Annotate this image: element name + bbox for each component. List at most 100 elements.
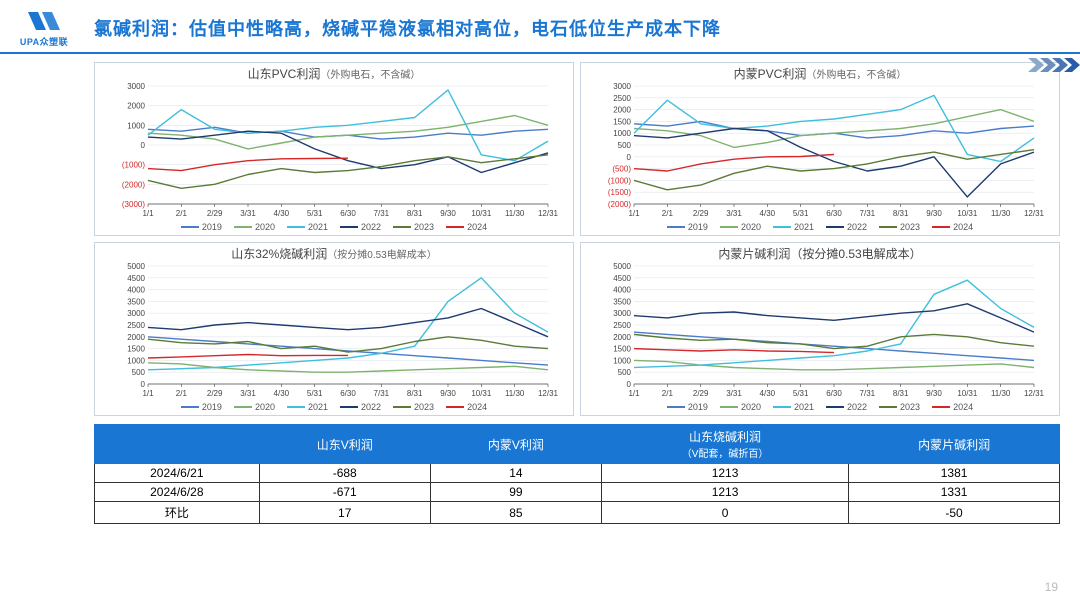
legend-label: 2019 [202, 402, 222, 412]
chart-canvas: 0500100015002000250030003500400045005000… [587, 262, 1053, 400]
legend-item: 2023 [879, 222, 920, 232]
svg-text:2/1: 2/1 [176, 209, 188, 218]
chart-title: 山东32%烧碱利润（按分摊0.53电解成本） [101, 245, 567, 262]
table-header-cell: 内蒙片碱利润 [849, 425, 1060, 464]
legend-item: 2021 [287, 402, 328, 412]
svg-text:2/29: 2/29 [693, 389, 709, 398]
svg-text:1/1: 1/1 [142, 209, 154, 218]
svg-text:12/31: 12/31 [538, 209, 559, 218]
legend-item: 2020 [720, 402, 761, 412]
svg-text:0: 0 [627, 380, 632, 389]
svg-text:500: 500 [618, 368, 632, 377]
svg-text:5000: 5000 [127, 262, 145, 271]
svg-text:1/1: 1/1 [628, 389, 640, 398]
legend-label: 2020 [741, 222, 761, 232]
svg-text:500: 500 [132, 368, 146, 377]
legend-item: 2024 [446, 222, 487, 232]
legend-swatch [720, 406, 738, 408]
legend-swatch [340, 226, 358, 228]
svg-text:(500): (500) [612, 165, 631, 174]
svg-text:2000: 2000 [127, 102, 145, 111]
chart-panel-neimeng-caustic: 内蒙片碱利润（按分摊0.53电解成本） 05001000150020002500… [580, 242, 1060, 416]
svg-text:6/30: 6/30 [340, 209, 356, 218]
svg-text:8/31: 8/31 [407, 209, 423, 218]
chart-title: 内蒙PVC利润（外购电石，不含碱） [587, 65, 1053, 82]
legend-label: 2023 [900, 222, 920, 232]
svg-text:2/29: 2/29 [207, 389, 223, 398]
svg-text:1500: 1500 [127, 345, 145, 354]
table-cell: 14 [430, 464, 601, 483]
legend-swatch [879, 406, 897, 408]
chart-canvas: (3000)(2000)(1000)01000200030001/12/12/2… [101, 82, 567, 220]
svg-text:(1000): (1000) [608, 176, 631, 185]
legend-item: 2021 [287, 222, 328, 232]
legend-item: 2020 [234, 222, 275, 232]
legend-swatch [826, 226, 844, 228]
legend-swatch [826, 406, 844, 408]
svg-text:0: 0 [141, 380, 146, 389]
legend-swatch [393, 226, 411, 228]
svg-text:4000: 4000 [613, 286, 631, 295]
svg-text:10/31: 10/31 [957, 209, 978, 218]
table-header-cell [95, 425, 260, 464]
chart-legend: 2019 2020 2021 2022 2023 2024 [101, 400, 567, 413]
svg-text:10/31: 10/31 [471, 389, 492, 398]
svg-text:12/31: 12/31 [538, 389, 559, 398]
chart-panel-neimeng-pvc: 内蒙PVC利润（外购电石，不含碱） (2000)(1500)(1000)(500… [580, 62, 1060, 236]
svg-text:11/30: 11/30 [505, 389, 525, 398]
svg-text:2/1: 2/1 [662, 209, 674, 218]
legend-item: 2022 [340, 222, 381, 232]
legend-label: 2024 [467, 402, 487, 412]
legend-label: 2022 [361, 402, 381, 412]
legend-item: 2023 [393, 402, 434, 412]
svg-text:3000: 3000 [613, 309, 631, 318]
legend-swatch [720, 226, 738, 228]
legend-label: 2024 [953, 402, 973, 412]
svg-text:2/29: 2/29 [207, 209, 223, 218]
svg-text:4500: 4500 [127, 274, 145, 283]
legend-label: 2023 [414, 222, 434, 232]
legend-label: 2024 [953, 222, 973, 232]
legend-label: 2020 [741, 402, 761, 412]
legend-item: 2022 [826, 402, 867, 412]
table-row-label: 环比 [95, 502, 260, 524]
svg-text:1000: 1000 [127, 121, 145, 130]
legend-item: 2023 [393, 222, 434, 232]
legend-label: 2022 [847, 222, 867, 232]
svg-text:1000: 1000 [127, 356, 145, 365]
legend-swatch [932, 406, 950, 408]
page-number: 19 [1045, 580, 1058, 594]
svg-text:3/31: 3/31 [726, 209, 742, 218]
svg-text:3/31: 3/31 [240, 209, 256, 218]
svg-text:1/1: 1/1 [142, 389, 154, 398]
svg-text:(3000): (3000) [122, 200, 145, 209]
charts-grid: 山东PVC利润（外购电石，不含碱） (3000)(2000)(1000)0100… [0, 54, 1080, 420]
legend-label: 2019 [202, 222, 222, 232]
logo-text: UPA众塑联 [20, 35, 68, 48]
legend-swatch [393, 406, 411, 408]
svg-text:9/30: 9/30 [440, 389, 456, 398]
svg-text:3500: 3500 [613, 297, 631, 306]
svg-text:3/31: 3/31 [726, 389, 742, 398]
svg-text:(2000): (2000) [122, 180, 145, 189]
chevron-right-icon [1064, 58, 1080, 72]
legend-item: 2021 [773, 222, 814, 232]
svg-text:11/30: 11/30 [991, 389, 1011, 398]
legend-swatch [234, 406, 252, 408]
legend-label: 2020 [255, 402, 275, 412]
svg-text:1500: 1500 [613, 117, 631, 126]
svg-text:5/31: 5/31 [793, 209, 809, 218]
svg-text:7/31: 7/31 [374, 209, 390, 218]
svg-text:2/29: 2/29 [693, 209, 709, 218]
svg-text:12/31: 12/31 [1024, 209, 1045, 218]
legend-item: 2024 [932, 222, 973, 232]
svg-text:8/31: 8/31 [893, 389, 909, 398]
svg-text:2000: 2000 [127, 333, 145, 342]
svg-text:4/30: 4/30 [760, 389, 776, 398]
svg-text:(1500): (1500) [608, 188, 631, 197]
legend-label: 2019 [688, 222, 708, 232]
table-header-row: 山东V利润内蒙V利润山东烧碱利润（V配套，碱折百）内蒙片碱利润 [95, 425, 1060, 464]
table-cell: 1331 [849, 483, 1060, 502]
legend-label: 2022 [847, 402, 867, 412]
table-cell: -671 [259, 483, 430, 502]
